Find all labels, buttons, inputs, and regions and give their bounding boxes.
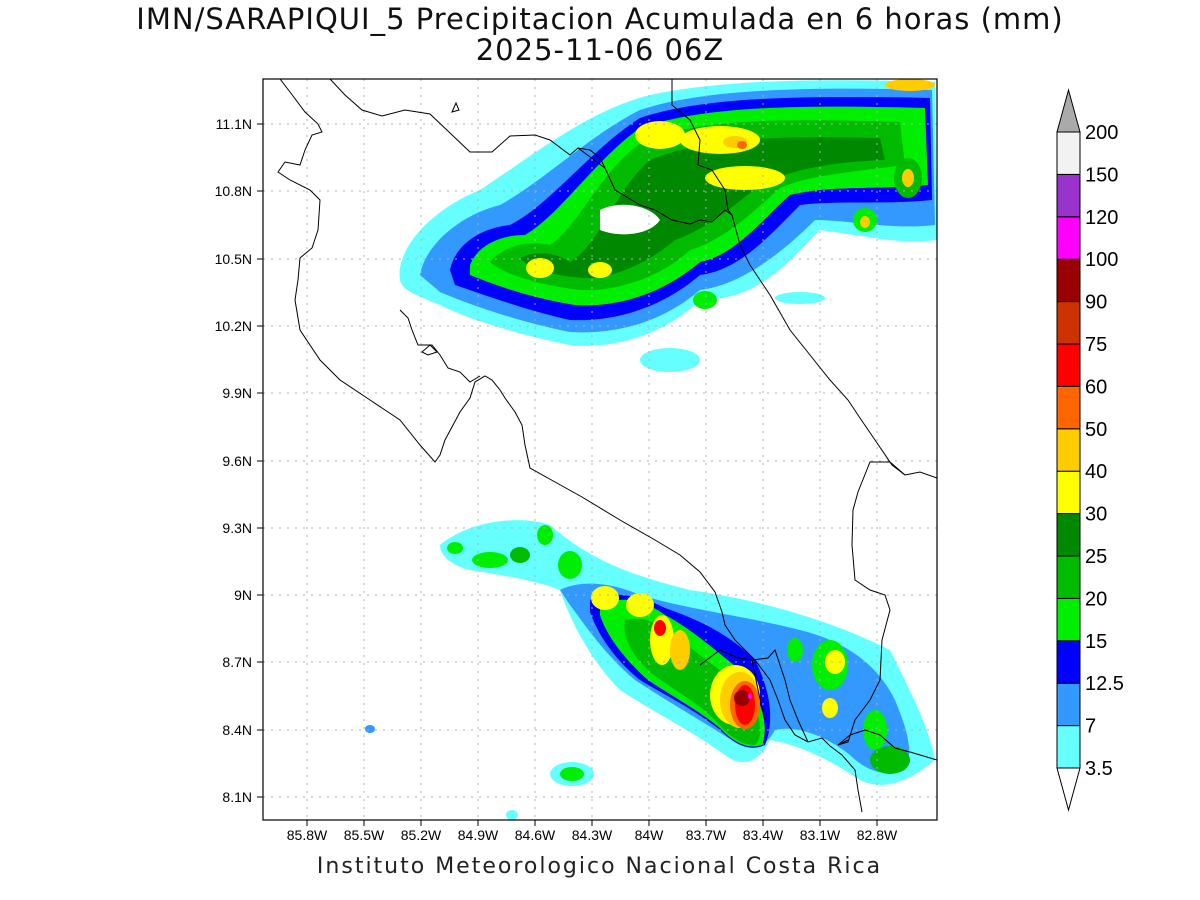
lat-tick-label: 10.2N [215, 318, 252, 334]
lon-tick-label: 84.9W [458, 827, 499, 843]
colorbar-segment [1056, 513, 1081, 557]
colorbar-segment [1056, 555, 1081, 599]
lat-tick-label: 8.7N [222, 654, 252, 670]
colorbar-label: 12.5 [1085, 673, 1124, 695]
lat-tick-label: 9.9N [222, 385, 252, 401]
colorbar-label: 60 [1085, 376, 1107, 398]
colorbar-label: 120 [1085, 207, 1118, 229]
colorbar-segment [1056, 725, 1081, 769]
colorbar-segment [1056, 216, 1081, 260]
lat-tick-label: 8.4N [222, 722, 252, 738]
lon-tick-label: 84W [635, 827, 665, 843]
lon-tick-labels: 85.8W 85.5W 85.2W 84.9W 84.6W 84.3W 84W … [287, 827, 898, 843]
colorbar: 3.5 7 12.5 15 20 25 30 40 50 60 75 90 100 120 150 200 [1056, 88, 1124, 812]
lon-tick-label: 83.4W [743, 827, 784, 843]
colorbar-segment [1056, 258, 1081, 303]
colorbar-segment [1056, 343, 1081, 387]
lat-tick-label: 9.6N [222, 453, 252, 469]
colorbar-segment [1056, 640, 1081, 684]
lat-tick-labels: 11.1N 10.8N 10.5N 10.2N 9.9N 9.6N 9.3N 9… [215, 116, 252, 805]
lon-tick-marks [306, 820, 878, 826]
lat-tick-label: 11.1N [216, 116, 252, 132]
lat-tick-label: 9.3N [222, 520, 252, 536]
lon-tick-label: 83.7W [686, 827, 727, 843]
colorbar-label: 90 [1085, 292, 1107, 314]
lon-tick-label: 85.5W [344, 827, 385, 843]
lon-tick-label: 82.8W [857, 827, 898, 843]
map-frame [262, 78, 938, 821]
colorbar-segment [1056, 385, 1081, 430]
chart-date: 2025-11-06 06Z [475, 33, 725, 67]
colorbar-label: 7 [1085, 716, 1096, 738]
precipitation-field [365, 79, 937, 820]
coastlines [277, 79, 937, 813]
colorbar-label: 200 [1085, 122, 1118, 144]
colorbar-segment [1056, 428, 1081, 472]
colorbar-segment [1056, 470, 1081, 515]
lon-tick-label: 85.2W [401, 827, 442, 843]
lon-tick-label: 85.8W [287, 827, 328, 843]
colorbar-label: 3.5 [1085, 758, 1113, 780]
map-grid [263, 79, 937, 820]
lat-tick-marks [257, 123, 263, 798]
colorbar-label: 50 [1085, 419, 1107, 441]
lat-tick-label: 10.8N [215, 183, 252, 199]
colorbar-arrow-top [1056, 88, 1081, 133]
lon-tick-label: 84.3W [572, 827, 613, 843]
colorbar-label: 25 [1085, 546, 1107, 568]
colorbar-segment [1056, 131, 1081, 175]
lat-tick-label: 10.5N [215, 251, 252, 267]
colorbar-label: 30 [1085, 504, 1107, 526]
colorbar-label: 150 [1085, 164, 1118, 186]
chart-title: IMN/SARAPIQUI_5 Precipitacion Acumulada … [136, 2, 1064, 36]
colorbar-label: 75 [1085, 334, 1107, 356]
rain-cluster-north [399, 79, 937, 372]
lat-tick-label: 8.1N [222, 789, 252, 805]
institution-footer: Instituto Meteorologico Nacional Costa R… [316, 854, 883, 879]
colorbar-segment [1056, 301, 1081, 345]
colorbar-label: 15 [1085, 631, 1107, 653]
lat-tick-label: 9N [234, 587, 252, 603]
lon-tick-label: 84.6W [515, 827, 556, 843]
colorbar-label: 100 [1085, 249, 1118, 271]
lon-tick-label: 83.1W [800, 827, 841, 843]
colorbar-arrow-bottom [1056, 767, 1081, 812]
colorbar-label: 20 [1085, 588, 1107, 610]
colorbar-segment [1056, 173, 1081, 218]
colorbar-segment [1056, 597, 1081, 642]
colorbar-segment [1056, 682, 1081, 727]
colorbar-label: 40 [1085, 461, 1107, 483]
rain-cluster-south [365, 520, 935, 820]
